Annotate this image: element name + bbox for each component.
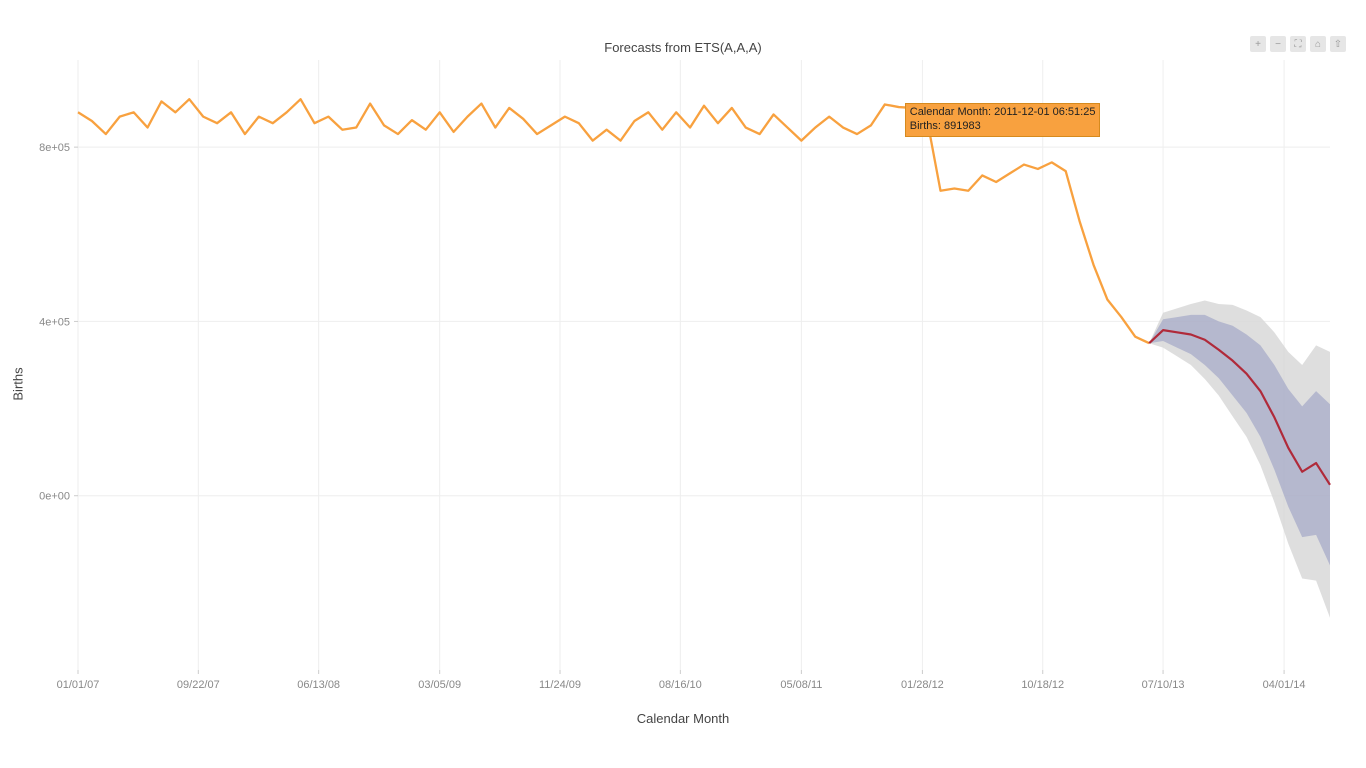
y-tick-label: 0e+00	[39, 491, 70, 503]
x-tick-label: 03/05/09	[418, 679, 461, 691]
x-tick-label: 09/22/07	[177, 679, 220, 691]
chart-svg[interactable]: 0e+00 4e+05 8e+05 01/01/07 09/22/07 06/13/08 0…	[0, 0, 1366, 768]
x-tick-label: 08/16/10	[659, 679, 702, 691]
x-tick-label: 05/08/11	[780, 679, 822, 691]
x-tick-label: 01/28/12	[901, 679, 944, 691]
hover-tooltip: Calendar Month: 2011-12-01 06:51:25 Birt…	[905, 103, 1101, 137]
x-tick-label: 01/01/07	[57, 679, 100, 691]
x-tick-label: 10/18/12	[1021, 679, 1064, 691]
x-tick-label: 04/01/14	[1263, 679, 1306, 691]
x-tick-label: 07/10/13	[1142, 679, 1185, 691]
tooltip-line-1: Calendar Month: 2011-12-01 06:51:25	[910, 106, 1096, 120]
y-tick-label: 4e+05	[39, 316, 70, 328]
chart-container: Forecasts from ETS(A,A,A) + − ⛶ ⌂ ⇧ Birt…	[0, 0, 1366, 768]
tooltip-line-2: Births: 891983	[910, 120, 1096, 134]
x-tick-label: 06/13/08	[297, 679, 340, 691]
x-tick-label: 11/24/09	[539, 679, 581, 691]
y-tick-label: 8e+05	[39, 142, 70, 154]
